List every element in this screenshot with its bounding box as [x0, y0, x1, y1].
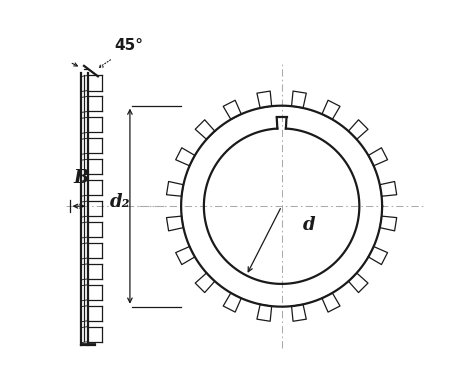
Text: 45°: 45° — [115, 37, 144, 53]
Text: d₂: d₂ — [110, 193, 131, 211]
Text: d: d — [302, 216, 315, 234]
Text: B: B — [73, 169, 88, 187]
